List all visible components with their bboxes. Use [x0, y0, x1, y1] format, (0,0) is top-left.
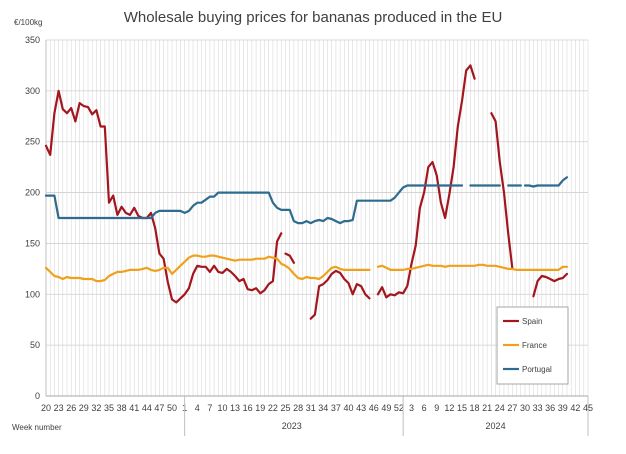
chart-title: Wholesale buying prices for bananas prod… — [124, 9, 503, 26]
y-tick-labels: 0 50 100 150 200 250 300 350 — [25, 35, 40, 401]
y-axis-label: €/100kg — [14, 18, 42, 27]
x-tick-label: 12 — [444, 403, 454, 413]
series-line-spain — [376, 64, 476, 299]
series-layer — [44, 64, 569, 320]
x-tick-label: 21 — [482, 403, 492, 413]
series-line-france — [376, 263, 569, 271]
x-tick-label: 40 — [344, 403, 354, 413]
series-line-portugal — [523, 176, 569, 188]
y-tick-label: 50 — [30, 340, 40, 350]
x-tick-label: 24 — [495, 403, 505, 413]
x-tick-label: 35 — [104, 403, 114, 413]
series-line-spain — [532, 272, 569, 298]
y-tick-label: 150 — [25, 238, 40, 248]
x-tick-label: 37 — [331, 403, 341, 413]
year-labels: 2023 2024 — [184, 396, 589, 436]
legend: Spain France Portugal — [496, 306, 569, 385]
x-tick-label: 27 — [507, 403, 517, 413]
series-line-france — [44, 254, 371, 283]
x-tick-label: 33 — [533, 403, 543, 413]
x-tick-label: 44 — [142, 403, 152, 413]
series-line-spain — [284, 252, 295, 264]
series-line-spain — [309, 269, 371, 320]
axes — [45, 40, 588, 397]
x-axis-label: Week number — [12, 423, 62, 432]
x-tick-label: 22 — [268, 403, 278, 413]
x-tick-label: 52 — [394, 403, 404, 413]
x-tick-label: 47 — [154, 403, 164, 413]
x-tick-label: 41 — [129, 403, 139, 413]
y-tick-label: 300 — [25, 86, 40, 96]
y-tick-label: 100 — [25, 289, 40, 299]
y-tick-label: 0 — [35, 391, 40, 401]
x-tick-label: 34 — [318, 403, 328, 413]
x-tick-label: 6 — [422, 403, 427, 413]
x-tick-label: 9 — [434, 403, 439, 413]
y-tick-label: 350 — [25, 35, 40, 45]
x-tick-label: 32 — [91, 403, 101, 413]
x-tick-label: 39 — [558, 403, 568, 413]
x-tick-label: 15 — [457, 403, 467, 413]
x-tick-labels: 2023262932353841444750147101316192225283… — [41, 403, 593, 413]
legend-entry: France — [522, 341, 547, 350]
year-label: 2023 — [282, 421, 302, 431]
x-tick-label: 23 — [54, 403, 64, 413]
x-tick-label: 43 — [356, 403, 366, 413]
x-tick-label: 18 — [470, 403, 480, 413]
x-tick-label: 13 — [230, 403, 240, 413]
x-tick-label: 30 — [520, 403, 530, 413]
y-tick-label: 200 — [25, 188, 40, 198]
series-line-portugal — [44, 184, 464, 225]
x-tick-label: 7 — [207, 403, 212, 413]
series-line-spain — [44, 89, 283, 304]
x-tick-label: 50 — [167, 403, 177, 413]
series-line-spain — [490, 112, 514, 270]
x-tick-label: 29 — [79, 403, 89, 413]
y-tick-label: 250 — [25, 137, 40, 147]
x-tick-label: 49 — [381, 403, 391, 413]
year-label: 2024 — [486, 421, 506, 431]
x-tick-label: 25 — [280, 403, 290, 413]
x-tick-label: 28 — [293, 403, 303, 413]
x-tick-label: 26 — [66, 403, 76, 413]
x-tick-label: 4 — [195, 403, 200, 413]
x-tick-label: 36 — [545, 403, 555, 413]
x-tick-label: 20 — [41, 403, 51, 413]
x-tick-label: 10 — [217, 403, 227, 413]
x-tick-label: 42 — [570, 403, 580, 413]
x-tick-label: 16 — [243, 403, 253, 413]
legend-entry: Portugal — [522, 365, 552, 374]
x-tick-label: 3 — [409, 403, 414, 413]
legend-entry: Spain — [522, 317, 542, 326]
x-tick-label: 19 — [255, 403, 265, 413]
x-tick-label: 38 — [117, 403, 127, 413]
x-tick-label: 46 — [369, 403, 379, 413]
x-tick-label: 31 — [306, 403, 316, 413]
